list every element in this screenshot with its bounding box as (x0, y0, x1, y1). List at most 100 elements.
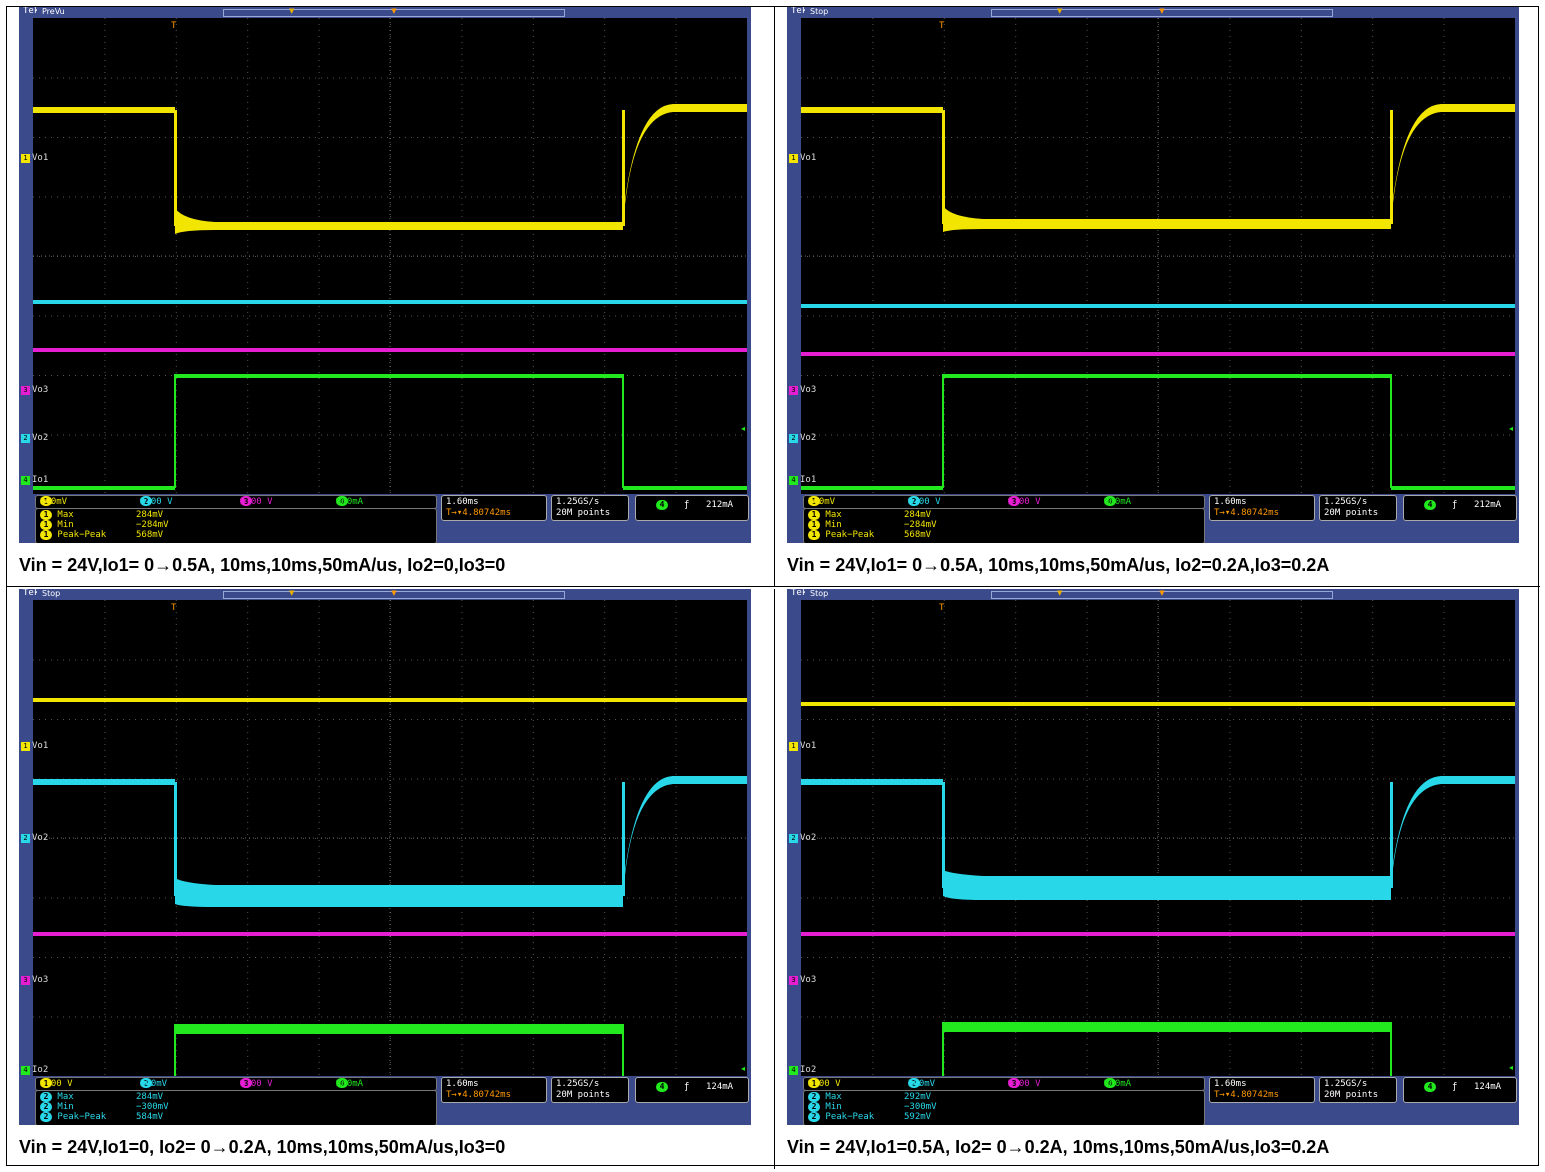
label-vo2: 2 Vo2 (21, 433, 48, 443)
channel-settings[interactable]: 1 200mV ∿% 2 5.00 V % 3 5.00 V % 4 200mA… (803, 495, 1205, 509)
channel-settings[interactable]: 1 200mV ∿% 2 5.00 V % 3 5.00 V % 4 200mA… (35, 495, 437, 509)
measurement-max: 2 Max 284mV (40, 1092, 163, 1103)
measurement-max: 1 Max 284mV (808, 510, 931, 521)
trigger-position: T→▾4.80742ms (446, 508, 512, 518)
measurement-peak-peak: 1 Peak−Peak 568mV (808, 530, 931, 541)
measurement-min: 1 Min −284mV (808, 520, 937, 531)
graticule-grid (801, 600, 1515, 1076)
ch4-ground-icon: 4 (21, 476, 30, 485)
acquisition-state: PreVu (37, 7, 70, 17)
trigger-slope-icon: ƒ (684, 1082, 690, 1092)
channel-settings[interactable]: 1 5.00 V % 2 200mV ∿% 3 5.00 V % 4 200mA… (35, 1077, 437, 1091)
trigger-readout[interactable]: 4 ƒ 212mA (635, 495, 749, 521)
trigger-source-badge: 4 (1424, 1082, 1436, 1092)
ch2-ground-icon: 2 (789, 434, 798, 443)
record-length: 20M points (1324, 508, 1379, 518)
record-length: 20M points (556, 508, 611, 518)
waveform-area[interactable]: ◂ T 1 Vo1 3 Vo3 2 Vo2 4 Io1 (21, 18, 747, 494)
sample-rate: 1.25GS/s (1324, 1079, 1368, 1089)
ch3-trace (801, 352, 1515, 356)
timebase-scale: 1.60ms (1214, 1079, 1247, 1089)
panel-3: Tek Stop ▼ ▼ ◂ T 1 Vo1 3 Vo3 2 Vo2 4 Io2 1 5… (775, 589, 1540, 1169)
trigger-level: 124mA (706, 1082, 734, 1092)
trigger-readout[interactable]: 4 ƒ 124mA (635, 1077, 749, 1103)
trigger-position: T→▾4.80742ms (1214, 1090, 1280, 1100)
measurement-peak-peak: 1 Peak−Peak 568mV (40, 530, 163, 541)
oscilloscope-screen: Tek Stop ▼ ▼ ◂ T 1 Vo1 3 Vo3 2 Vo2 4 Io1 1 2… (787, 7, 1519, 543)
ch3-trace (33, 932, 747, 936)
ch4-badge: 4 (336, 496, 348, 506)
trigger-level-icon: ◂ (1509, 424, 1513, 433)
waveform-area[interactable]: ◂ T 1 Vo1 3 Vo3 2 Vo2 4 Io1 (789, 18, 1515, 494)
oscilloscope-screen: Tek PreVu ▼ ▼ ◂ T 1 Vo1 3 Vo3 2 Vo2 4 Io1 1 … (19, 7, 751, 543)
trigger-readout[interactable]: 4 ƒ 124mA (1403, 1077, 1517, 1103)
label-vo2: 2 Vo2 (21, 833, 48, 843)
readout-panel: 1 200mV ∿% 2 5.00 V % 3 5.00 V % 4 200mA… (787, 494, 1519, 543)
ch1-badge: 1 (40, 496, 52, 506)
trigger-readout[interactable]: 4 ƒ 212mA (1403, 495, 1517, 521)
sample-rate: 1.25GS/s (556, 1079, 600, 1089)
sample-rate: 1.25GS/s (556, 497, 600, 507)
record-length: 20M points (1324, 1090, 1379, 1100)
timebase-readout[interactable]: 1.60ms T→▾4.80742ms (1209, 1077, 1315, 1103)
ch1-trace (33, 698, 747, 702)
label-vo1: 1 Vo1 (21, 741, 48, 751)
channel-settings[interactable]: 1 5.00 V % 2 200mV ∿% 3 5.00 V % 4 200mA… (803, 1077, 1205, 1091)
ch3-ground-icon: 3 (789, 976, 798, 985)
panel-caption: Vin = 24V,Io1=0, Io2= 0→0.2A, 10ms,10ms,… (19, 1137, 506, 1157)
label-vo3: 3 Vo3 (789, 975, 816, 985)
ch1-ground-icon: 1 (21, 154, 30, 163)
acquisition-readout[interactable]: 1.25GS/s 20M points (1319, 495, 1397, 521)
label-vo3: 3 Vo3 (789, 385, 816, 395)
measurement-readout: 2 Max 284mV 2 Min −300mV 2 Peak−Peak 584mV (35, 1090, 437, 1125)
trigger-source-badge: 4 (656, 500, 668, 510)
ch1-badge: 1 (808, 496, 820, 506)
panel-2: Tek Stop ▼ ▼ ◂ T 1 Vo1 3 Vo3 2 Vo2 4 Io2 1 5… (7, 589, 775, 1169)
record-position-marker-icon: ▼ (1057, 7, 1063, 15)
trigger-position: T→▾4.80742ms (446, 1090, 512, 1100)
measurement-peak-peak: 2 Peak−Peak 592mV (808, 1112, 931, 1123)
ch3-badge: 3 (240, 496, 252, 506)
ch4-trace (174, 1024, 624, 1076)
trigger-level: 212mA (1474, 500, 1502, 510)
ch3-ground-icon: 3 (789, 386, 798, 395)
label-io: 4 Io1 (789, 475, 816, 485)
ch4-trace (942, 1022, 1392, 1076)
waveform-area[interactable]: ◂ T 1 Vo1 3 Vo3 2 Vo2 4 Io2 (21, 600, 747, 1076)
timebase-readout[interactable]: 1.60ms T→▾4.80742ms (441, 1077, 547, 1103)
ch2-ground-icon: 2 (21, 834, 30, 843)
graticule-grid (33, 18, 747, 494)
timebase-scale: 1.60ms (446, 1079, 479, 1089)
timebase-readout[interactable]: 1.60ms T→▾4.80742ms (441, 495, 547, 521)
waveform-area[interactable]: ◂ T 1 Vo1 3 Vo3 2 Vo2 4 Io2 (789, 600, 1515, 1076)
readout-panel: 1 200mV ∿% 2 5.00 V % 3 5.00 V % 4 200mA… (19, 494, 751, 543)
ch4-trace (801, 374, 1515, 490)
trigger-source-badge: 4 (1424, 500, 1436, 510)
ch2-trace (801, 776, 1515, 900)
panel-caption: Vin = 24V,Io1= 0→0.5A, 10ms,10ms,50mA/us… (787, 555, 1330, 575)
tek-logo: Tek (23, 589, 40, 598)
record-position-marker-icon: ▼ (289, 7, 295, 15)
acquisition-readout[interactable]: 1.25GS/s 20M points (551, 1077, 629, 1103)
timebase-readout[interactable]: 1.60ms T→▾4.80742ms (1209, 495, 1315, 521)
label-vo1: 1 Vo1 (789, 153, 816, 163)
panel-0: Tek PreVu ▼ ▼ ◂ T 1 Vo1 3 Vo3 2 Vo2 4 Io1 1 … (7, 7, 775, 587)
label-vo3: 3 Vo3 (21, 975, 48, 985)
marker-t-icon: T (171, 603, 177, 613)
trigger-position-icon: ▼ (1159, 7, 1165, 15)
acquisition-readout[interactable]: 1.25GS/s 20M points (1319, 1077, 1397, 1103)
graticule-grid (801, 18, 1515, 494)
trigger-position: T→▾4.80742ms (1214, 508, 1280, 518)
trigger-slope-icon: ƒ (1452, 500, 1458, 510)
graticule-grid (33, 600, 747, 1076)
status-bar: Tek Stop ▼ ▼ (787, 7, 1519, 18)
measurement-peak-peak: 2 Peak−Peak 584mV (40, 1112, 163, 1123)
trigger-position-icon: ▼ (1159, 589, 1165, 597)
ch1-ground-icon: 1 (789, 154, 798, 163)
oscilloscope-screen: Tek Stop ▼ ▼ ◂ T 1 Vo1 3 Vo3 2 Vo2 4 Io2 1 5… (787, 589, 1519, 1125)
waveform-graticule: ◂ (33, 18, 747, 494)
label-io: 4 Io2 (21, 1065, 48, 1075)
trigger-level-icon: ◂ (741, 424, 745, 433)
ch2-trace (33, 300, 747, 304)
acquisition-readout[interactable]: 1.25GS/s 20M points (551, 495, 629, 521)
